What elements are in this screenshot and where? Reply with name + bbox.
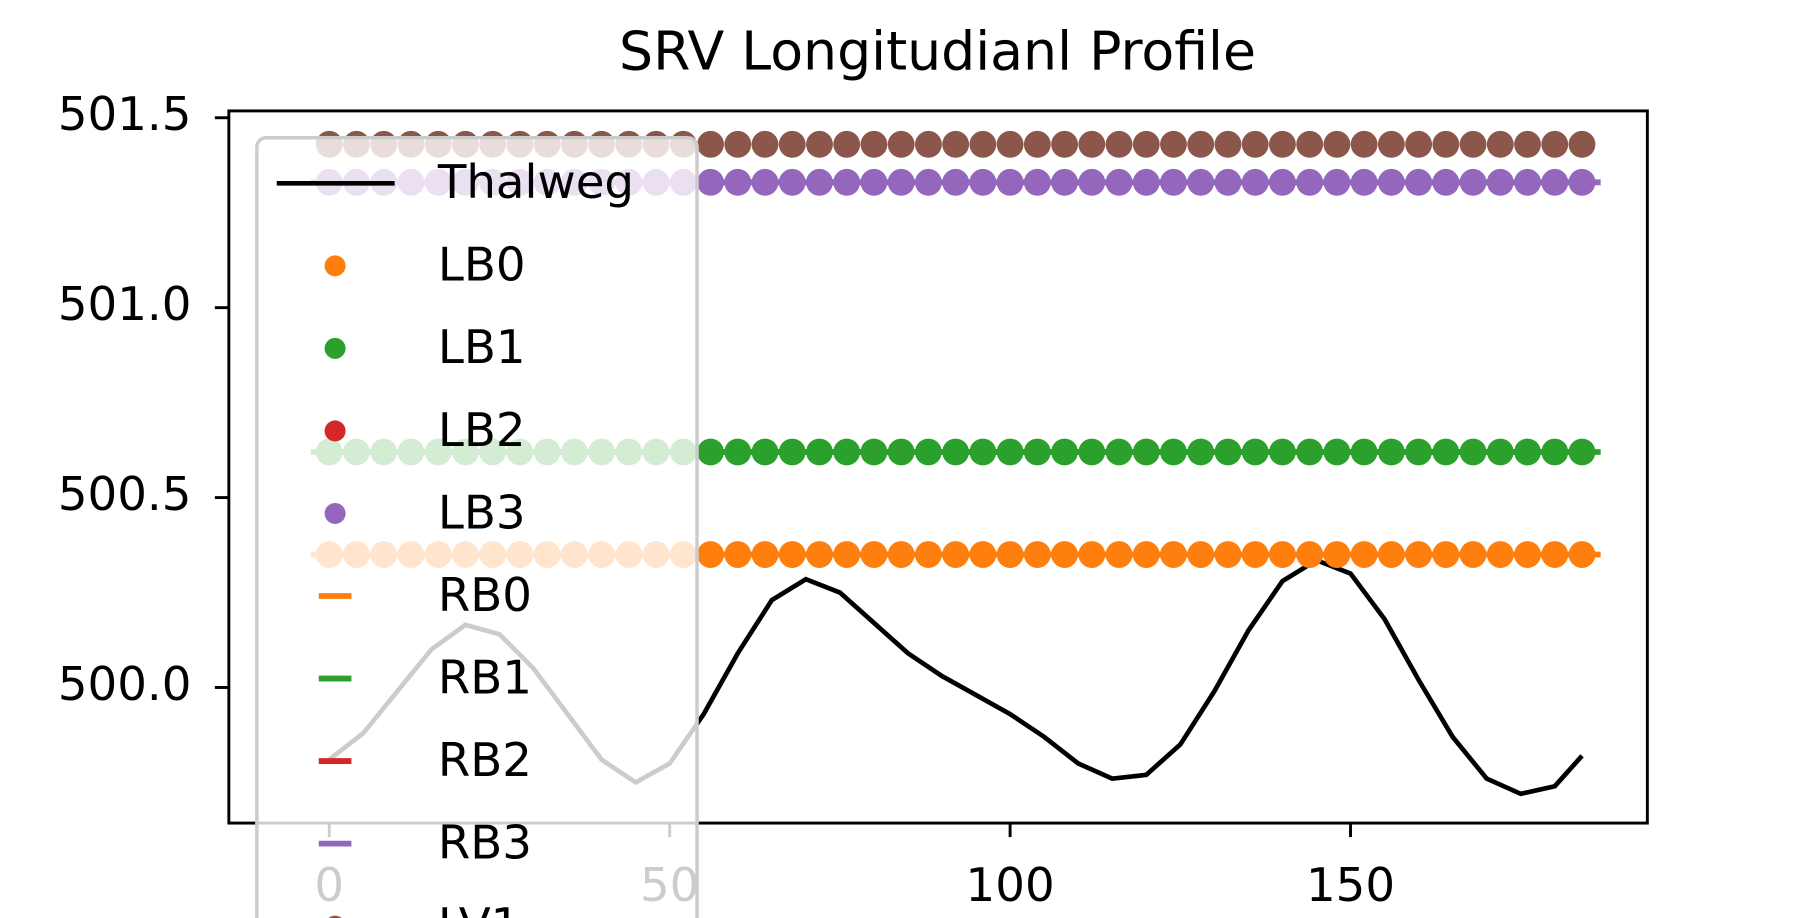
point-marker	[1405, 130, 1433, 158]
point-marker	[1214, 130, 1242, 158]
point-marker	[1432, 130, 1460, 158]
point-marker	[724, 130, 752, 158]
legend-label: RB2	[438, 734, 532, 788]
y-tick-label: 500.0	[58, 658, 192, 712]
legend-label: RB3	[438, 816, 532, 870]
point-marker	[1023, 130, 1051, 158]
legend-marker	[324, 420, 346, 442]
legend-label: LB0	[438, 239, 526, 293]
point-marker	[1187, 130, 1215, 158]
y-tick-label: 501.0	[58, 278, 192, 332]
chart-title: SRV Longitudianl Profile	[619, 20, 1256, 83]
point-marker	[1105, 130, 1133, 158]
legend-label: Thalweg	[437, 156, 634, 210]
point-marker	[1051, 130, 1078, 158]
point-marker	[1377, 130, 1405, 158]
legend-label: RB1	[438, 651, 532, 705]
legend: Thalweg LB0 LB1 LB2 LB3 RB0 RB1 RB2 RB3 LV1	[255, 136, 699, 918]
point-marker	[1514, 130, 1541, 158]
point-marker	[1296, 130, 1324, 158]
point-marker	[1323, 130, 1351, 158]
y-tick-label: 501.5	[58, 88, 192, 142]
point-marker	[887, 130, 915, 158]
point-marker	[1078, 130, 1106, 158]
point-marker	[1541, 130, 1569, 158]
point-marker	[697, 130, 724, 158]
point-marker	[1132, 130, 1160, 158]
point-marker	[1568, 130, 1596, 158]
point-marker	[860, 130, 888, 158]
point-marker	[1269, 130, 1296, 158]
y-tick-label: 500.5	[58, 468, 192, 522]
point-marker	[969, 130, 997, 158]
point-marker	[996, 130, 1024, 158]
x-tick-label: 150	[1306, 859, 1395, 913]
legend-box	[255, 136, 699, 918]
legend-marker	[328, 915, 342, 918]
point-marker	[914, 130, 942, 158]
legend-marker	[324, 502, 346, 524]
point-marker	[1160, 130, 1187, 158]
legend-label: RB0	[438, 569, 532, 623]
legend-label: LB2	[438, 404, 526, 458]
x-tick-label: 100	[966, 859, 1055, 913]
legend-label: LB3	[438, 486, 526, 540]
legend-marker	[324, 255, 346, 277]
point-marker	[806, 130, 833, 158]
point-marker	[751, 130, 779, 158]
point-marker	[1459, 130, 1487, 158]
axes-frame	[227, 109, 1649, 825]
point-marker	[778, 130, 806, 158]
point-marker	[942, 130, 970, 158]
point-marker	[1241, 130, 1269, 158]
legend-label: LV1	[438, 899, 521, 918]
point-marker	[1486, 130, 1514, 158]
legend-marker	[324, 337, 346, 359]
point-marker	[833, 130, 861, 158]
legend-label: LB1	[438, 321, 526, 375]
point-marker	[1350, 130, 1378, 158]
